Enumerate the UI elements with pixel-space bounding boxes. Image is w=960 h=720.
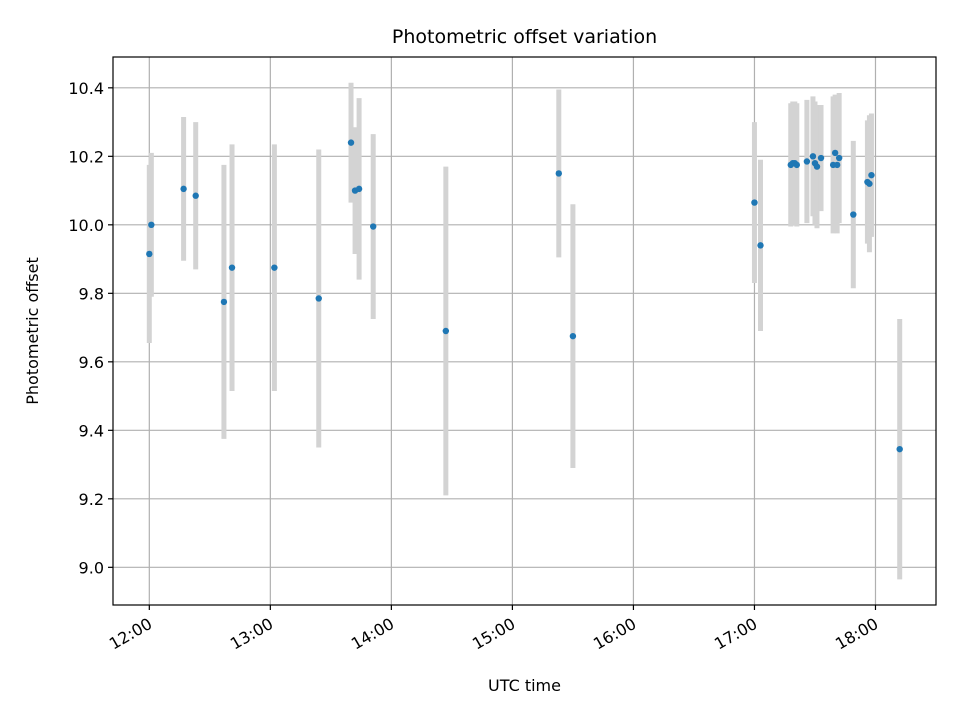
y-tick-label: 10.2: [68, 147, 104, 166]
y-tick-label: 10.4: [68, 79, 104, 98]
y-tick-label: 9.0: [79, 558, 104, 577]
data-point: [442, 327, 450, 335]
data-point: [148, 221, 155, 229]
data-point: [228, 264, 236, 271]
data-point: [803, 158, 811, 165]
data-point: [866, 180, 873, 187]
data-points: [146, 139, 903, 453]
data-point: [896, 445, 903, 453]
data-point: [370, 223, 377, 230]
data-point: [751, 199, 758, 206]
data-point: [833, 161, 841, 169]
plot-frame: [112, 56, 937, 606]
data-point: [569, 332, 577, 340]
data-point: [813, 163, 821, 170]
data-point: [809, 153, 817, 160]
data-point: [347, 139, 355, 146]
data-point: [315, 295, 322, 302]
y-tick-label: 9.2: [79, 490, 104, 509]
x-axis-label: UTC time: [488, 676, 561, 695]
data-point: [192, 192, 199, 199]
data-point: [850, 211, 857, 218]
y-axis-label: Photometric offset: [23, 257, 42, 405]
data-point: [220, 298, 228, 306]
data-point: [868, 171, 875, 179]
data-point: [180, 185, 187, 193]
data-point: [817, 154, 825, 162]
data-point: [555, 170, 562, 177]
y-tick-label: 9.8: [79, 284, 104, 303]
data-point: [355, 185, 363, 193]
data-point: [271, 264, 278, 271]
grid: [113, 57, 936, 605]
y-tick-label: 9.6: [79, 353, 104, 372]
data-point: [831, 149, 839, 157]
data-point: [757, 242, 764, 249]
data-point: [793, 161, 801, 169]
chart-title: Photometric offset variation: [392, 26, 657, 48]
data-point: [835, 154, 843, 162]
y-tick-label: 10.0: [68, 216, 104, 235]
data-point: [146, 250, 153, 258]
y-axis-ticks: 9.0 9.2 9.4 9.6 9.8 10.0 10.2 10.4: [68, 79, 113, 577]
y-tick-label: 9.4: [79, 421, 104, 440]
